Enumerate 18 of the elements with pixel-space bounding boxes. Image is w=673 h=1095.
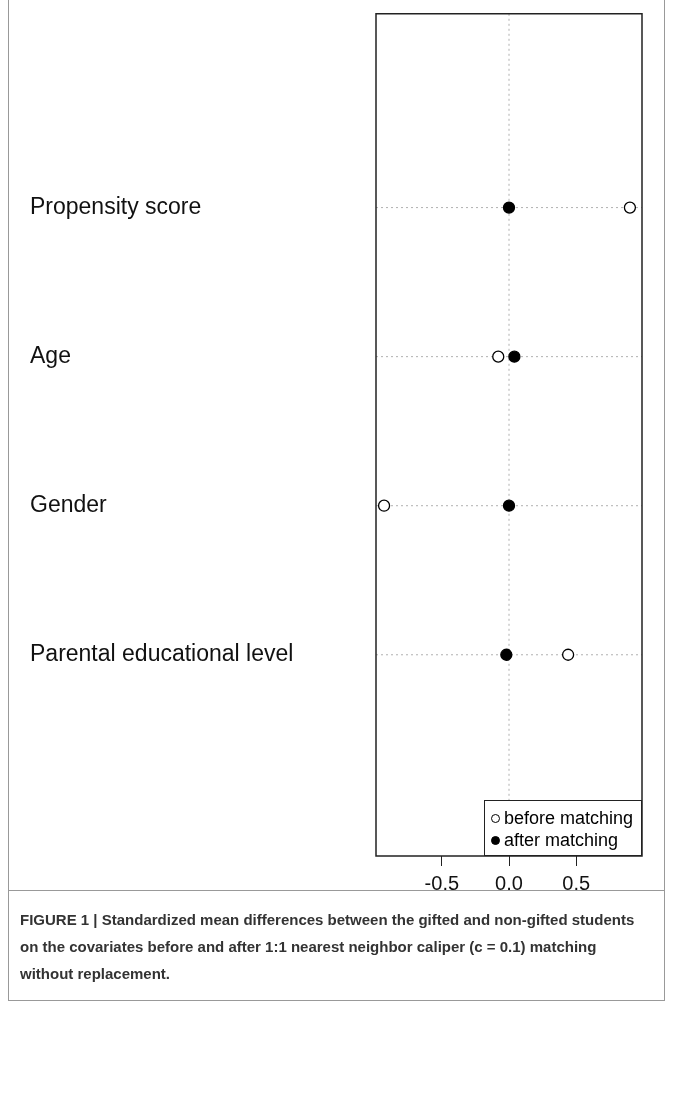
y-tick-label: Parental educational level — [30, 640, 294, 667]
point — [502, 201, 516, 214]
point — [508, 350, 521, 363]
x-tick-label: 0.5 — [562, 871, 591, 894]
x-tick-label: -0.5 — [424, 871, 460, 894]
point — [492, 350, 505, 363]
legend-label: after matching — [504, 829, 619, 851]
point — [623, 201, 637, 214]
point — [502, 499, 516, 512]
x-tick-label: 0.0 — [495, 871, 523, 894]
point — [500, 648, 513, 661]
caption: FIGURE 1 | Standardized mean differences between the gifted and non-gifted students on the covariates before and after 1:1 nearest neighbor caliper (c = 0.1) matching without replacement. — [20, 910, 636, 984]
legend-label: before matching — [504, 807, 634, 829]
y-tick-label: Gender — [30, 491, 108, 518]
point — [561, 648, 575, 661]
y-tick-label: Propensity score — [30, 192, 202, 219]
y-tick-label: Age — [30, 341, 71, 368]
point — [377, 499, 391, 512]
